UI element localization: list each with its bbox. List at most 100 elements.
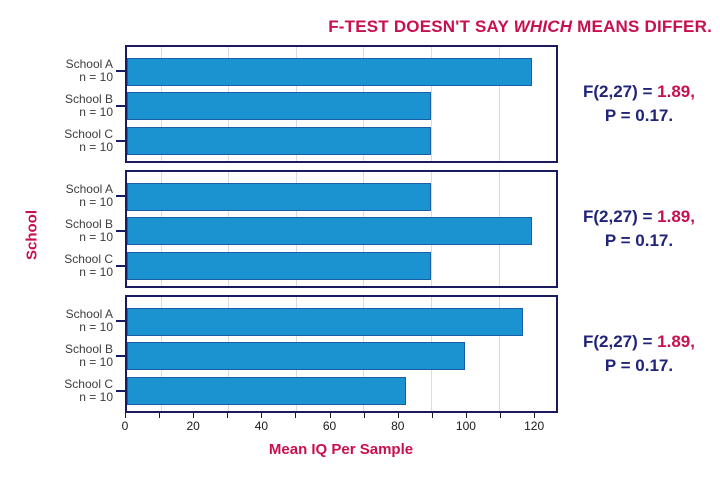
f-statistic-line: F(2,27) = 1.89, — [558, 80, 720, 104]
tick-label-60: 60 — [322, 419, 337, 433]
f-statistic-line: F(2,27) = 1.89, — [558, 330, 720, 354]
tick-label-120: 120 — [524, 419, 545, 433]
f-test-annotation-middle: F(2,27) = 1.89, P = 0.17. — [558, 170, 720, 288]
f-statistic-value: 1.89, — [657, 332, 695, 351]
bar-track — [127, 92, 556, 120]
axis-tick-120 — [534, 413, 536, 418]
axis-tick-100 — [465, 413, 467, 418]
bar-school-b-panel-2 — [127, 217, 533, 245]
panel-bottom: School A n = 10 School B n = 10 School C n… — [0, 295, 558, 413]
bar-school-b-panel-1 — [127, 92, 432, 120]
bar-track — [127, 217, 556, 245]
axis-spacer — [0, 413, 125, 447]
category-labels: School A n = 10 School B n = 10 School C n… — [0, 45, 125, 163]
bar-track — [127, 376, 556, 405]
title-text-post: MEANS DIFFER. — [572, 17, 712, 36]
axis-tick-20 — [193, 413, 195, 418]
x-axis-ticks: 0 20 40 60 80 100 120 — [121, 413, 558, 447]
category-label-text: School A n = 10 — [65, 307, 113, 334]
title-text-italic: WHICH — [513, 17, 573, 36]
axis-tick-70 — [363, 413, 365, 418]
category-label-school-b: School B n = 10 — [0, 342, 125, 370]
bar-school-a-panel-3 — [127, 307, 524, 336]
axis-tick-40 — [261, 413, 263, 418]
category-label-text: School B n = 10 — [64, 217, 113, 244]
panel-middle: School A n = 10 School B n = 10 School C n… — [0, 170, 558, 288]
annotations-column: F(2,27) = 1.89, P = 0.17. F(2,27) = 1.89, P… — [558, 45, 720, 420]
panels-container: School A n = 10 School B n = 10 School C n… — [0, 45, 558, 420]
bar-school-c-panel-2 — [127, 251, 432, 280]
category-tick-mark — [116, 105, 125, 107]
f-test-annotation-top: F(2,27) = 1.89, P = 0.17. — [558, 45, 720, 163]
category-labels: School A n = 10 School B n = 10 School C n… — [0, 170, 125, 288]
category-tick-mark — [116, 320, 125, 322]
bar-track — [127, 182, 556, 211]
axis-tick-50 — [295, 413, 297, 418]
category-tick-mark — [116, 140, 125, 142]
f-statistic-label: F(2,27) = — [583, 82, 658, 101]
title-text-pre: F-TEST DOESN'T SAY — [328, 17, 514, 36]
category-label-school-c: School C n = 10 — [0, 252, 125, 280]
category-label-school-c: School C n = 10 — [0, 377, 125, 405]
bar-track — [127, 251, 556, 280]
p-value-line: P = 0.17. — [604, 231, 674, 250]
category-label-school-a: School A n = 10 — [0, 57, 125, 85]
category-label-text: School B n = 10 — [64, 92, 113, 119]
f-statistic-value: 1.89, — [657, 82, 695, 101]
tick-label-20: 20 — [186, 419, 200, 433]
bar-track — [127, 307, 556, 336]
category-label-school-b: School B n = 10 — [0, 217, 125, 245]
chart-title: F-TEST DOESN'T SAY WHICH MEANS DIFFER. — [328, 17, 712, 37]
bar-track — [127, 57, 556, 86]
f-statistic-line: F(2,27) = 1.89, — [558, 205, 720, 229]
gridline-x-110 — [498, 297, 500, 411]
axis-tick-80 — [397, 413, 399, 418]
bar-school-a-panel-2 — [127, 182, 432, 211]
category-label-text: School A n = 10 — [65, 57, 113, 84]
category-label-text: School C n = 10 — [64, 252, 113, 279]
tick-label-80: 80 — [391, 419, 405, 433]
bar-track — [127, 342, 556, 370]
x-axis-label: Mean IQ Per Sample — [268, 441, 414, 458]
category-label-school-a: School A n = 10 — [0, 182, 125, 210]
p-value-line: P = 0.17. — [604, 356, 674, 375]
category-label-school-c: School C n = 10 — [0, 127, 125, 155]
bar-school-c-panel-3 — [127, 376, 407, 405]
tick-label-40: 40 — [254, 419, 269, 433]
panel-top: School A n = 10 School B n = 10 School C n… — [0, 45, 558, 163]
plot-area-bottom — [125, 295, 558, 413]
category-label-text: School C n = 10 — [64, 377, 113, 404]
category-label-text: School C n = 10 — [64, 127, 113, 154]
f-statistic-value: 1.89, — [657, 207, 695, 226]
axis-tick-60 — [329, 413, 331, 418]
category-label-text: School B n = 10 — [64, 342, 113, 369]
plot-area-top — [125, 45, 558, 163]
category-label-text: School A n = 10 — [65, 182, 113, 209]
axis-tick-90 — [431, 413, 433, 418]
bar-school-a-panel-1 — [127, 57, 533, 86]
category-labels: School A n = 10 School B n = 10 School C n… — [0, 295, 125, 413]
bar-school-c-panel-1 — [127, 126, 432, 155]
category-tick-mark — [116, 355, 125, 357]
p-value-line: P = 0.17. — [604, 106, 674, 125]
axis-tick-110 — [500, 413, 502, 418]
bar-school-b-panel-3 — [127, 342, 465, 370]
axis-tick-0 — [125, 413, 126, 418]
plot-area-middle — [125, 170, 558, 288]
f-statistic-label: F(2,27) = — [583, 207, 658, 226]
category-tick-mark — [116, 390, 125, 392]
f-statistic-label: F(2,27) = — [583, 332, 658, 351]
category-label-school-b: School B n = 10 — [0, 92, 125, 120]
x-axis: 0 20 40 60 80 100 120 — [0, 413, 558, 447]
f-test-annotation-bottom: F(2,27) = 1.89, P = 0.17. — [558, 295, 720, 413]
category-tick-mark — [116, 265, 125, 267]
category-tick-mark — [116, 230, 125, 232]
category-label-school-a: School A n = 10 — [0, 307, 125, 335]
tick-label-0: 0 — [121, 419, 129, 433]
bar-track — [127, 126, 556, 155]
gridline-x-90 — [431, 47, 433, 161]
tick-label-100: 100 — [455, 419, 476, 433]
category-tick-mark — [116, 195, 125, 197]
axis-tick-30 — [227, 413, 229, 418]
